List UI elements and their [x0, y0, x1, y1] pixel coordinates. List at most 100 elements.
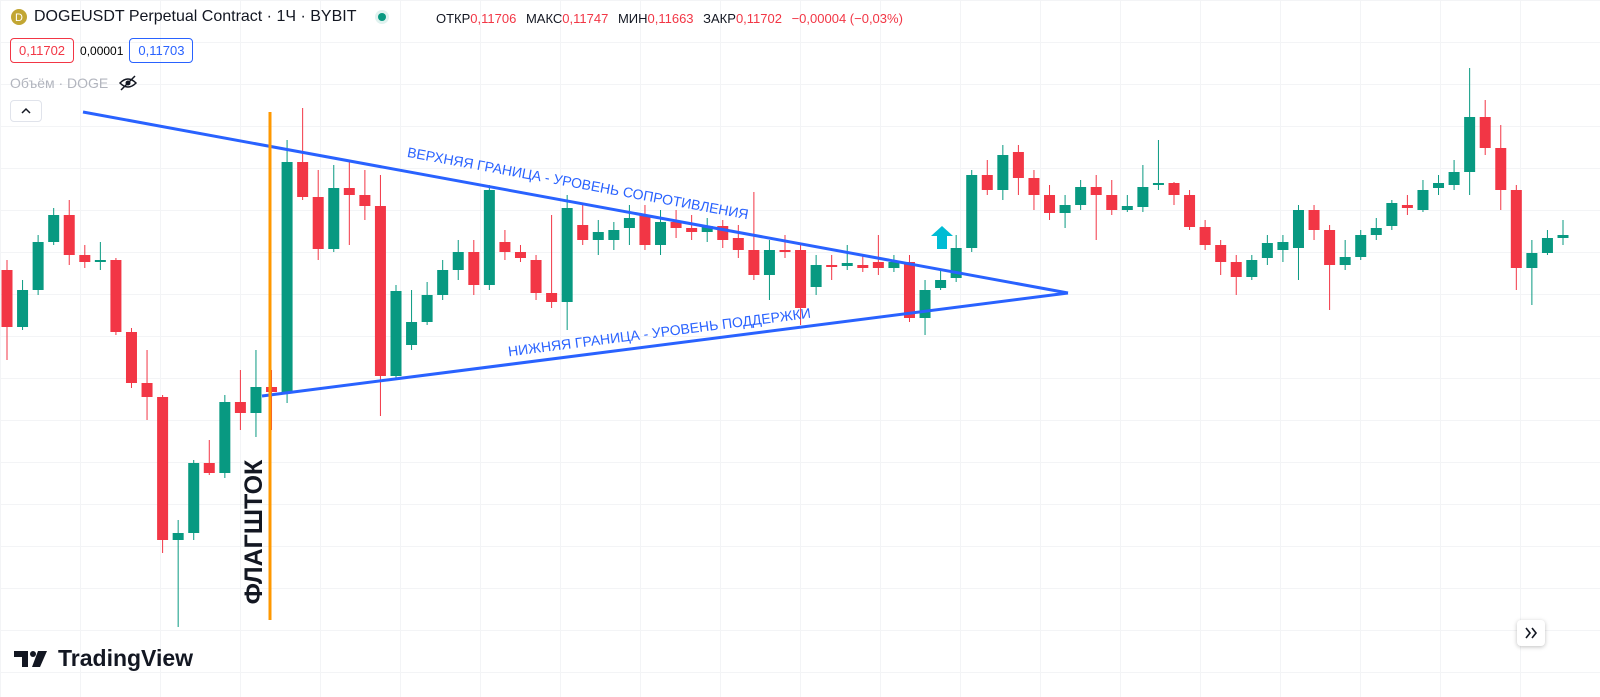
- logo: TradingView: [14, 645, 193, 672]
- candle-body: [406, 322, 418, 345]
- coin-icon: D: [11, 9, 27, 25]
- candle-body: [48, 215, 60, 242]
- candle-body: [592, 232, 604, 240]
- candle-body: [17, 290, 29, 327]
- low-label: МИН: [617, 11, 648, 26]
- candle-body: [141, 383, 153, 397]
- candle-body: [919, 290, 931, 318]
- candle-body: [1510, 190, 1522, 268]
- candle-body: [514, 252, 526, 258]
- candles: [1, 68, 1569, 627]
- candle-body: [1541, 238, 1553, 253]
- lower-trendline: [261, 291, 1069, 398]
- candle-body: [374, 206, 386, 376]
- candle-body: [1277, 242, 1289, 250]
- candle-body: [1355, 235, 1367, 257]
- candle-body: [857, 265, 869, 268]
- candle-body: [1059, 205, 1071, 213]
- volume-legend: Объём · DOGE: [10, 75, 138, 91]
- candle-body: [530, 260, 542, 293]
- candle-body: [79, 255, 91, 262]
- chevron-icon: [21, 107, 31, 114]
- breakout-arrow: [931, 226, 953, 249]
- collapse-button[interactable]: [10, 100, 42, 122]
- candle-body: [981, 175, 993, 190]
- high-value: 0,11747: [562, 11, 609, 26]
- open-label: ОТКР: [436, 11, 471, 26]
- candle-body: [1433, 183, 1445, 188]
- quote-boxes: 0,11702 0,00001 0,11703: [10, 38, 194, 63]
- candle-body: [390, 291, 402, 376]
- candle-body: [561, 208, 573, 302]
- candle-body: [1308, 210, 1320, 230]
- candle-body: [297, 162, 309, 197]
- candle-body: [1557, 235, 1569, 238]
- flagpole-annotation: ФЛАГШТОК: [240, 459, 268, 604]
- candle-body: [748, 250, 760, 275]
- candle-body: [1152, 183, 1164, 185]
- ohlc-legend: ОТКР0,11706 МАКС0,11747 МИН0,11663 ЗАКР0…: [436, 11, 909, 26]
- candle-body: [1121, 206, 1133, 210]
- candle-body: [1075, 187, 1087, 205]
- candle-body: [1495, 148, 1507, 190]
- candle-body: [1386, 203, 1398, 226]
- candle-body: [686, 228, 698, 232]
- candle-body: [312, 197, 324, 249]
- double-chevron-icon: [1525, 627, 1538, 639]
- candle-body: [546, 293, 558, 302]
- candle-body: [1012, 152, 1024, 178]
- candle-body: [872, 262, 884, 268]
- candle-body: [1106, 195, 1118, 210]
- candle-body: [219, 402, 231, 473]
- low-value: 0,11663: [647, 11, 694, 26]
- logo-text: TradingView: [58, 645, 194, 671]
- candle-body: [810, 265, 822, 287]
- candle-body: [935, 280, 947, 288]
- candle-body: [608, 230, 620, 240]
- candle-body: [1168, 183, 1180, 195]
- candle-body: [966, 175, 978, 248]
- candle-body: [32, 242, 44, 290]
- candle-body: [203, 463, 215, 473]
- candle-body: [1261, 243, 1273, 258]
- logo-icon: [14, 650, 47, 667]
- change-value: −0,00004 (−0,03%): [791, 11, 903, 26]
- candle-body: [343, 188, 355, 195]
- symbol-header: D DOGEUSDT Perpetual Contract · 1Ч · BYB…: [10, 8, 390, 26]
- candle-body: [94, 260, 106, 262]
- candle-body: [110, 260, 122, 332]
- candle-body: [763, 250, 775, 275]
- candle-body: [903, 262, 915, 318]
- candle-body: [250, 387, 262, 413]
- candle-body: [157, 397, 169, 540]
- volume-label: Объём · DOGE: [10, 75, 109, 91]
- buy-price[interactable]: 0,11703: [129, 38, 194, 63]
- candle-body: [1044, 195, 1056, 213]
- candle-body: [499, 242, 511, 252]
- candle-body: [1370, 228, 1382, 235]
- candle-body: [234, 402, 246, 413]
- candle-body: [188, 463, 200, 533]
- candle-body: [63, 215, 75, 255]
- hidden-eye-icon[interactable]: [118, 75, 138, 91]
- candle-body: [826, 265, 838, 267]
- candle-body: [172, 533, 184, 540]
- candle-body: [639, 215, 651, 245]
- sell-price[interactable]: 0,11702: [10, 38, 75, 63]
- scroll-button[interactable]: [1517, 620, 1545, 646]
- candle-body: [701, 226, 713, 232]
- candle-body: [1215, 245, 1227, 262]
- candle-body: [1479, 117, 1491, 148]
- candle-body: [1028, 178, 1040, 195]
- candle-body: [1199, 227, 1211, 245]
- candle-body: [1401, 205, 1413, 208]
- close-label: ЗАКР: [703, 11, 736, 26]
- status-dot: [375, 10, 390, 24]
- candle-body: [1339, 257, 1351, 265]
- high-label: МАКС: [525, 11, 563, 26]
- candle-body: [732, 238, 744, 250]
- symbol-title[interactable]: DOGEUSDT Perpetual Contract · 1Ч · BYBIT: [34, 8, 357, 25]
- candle-body: [1292, 210, 1304, 248]
